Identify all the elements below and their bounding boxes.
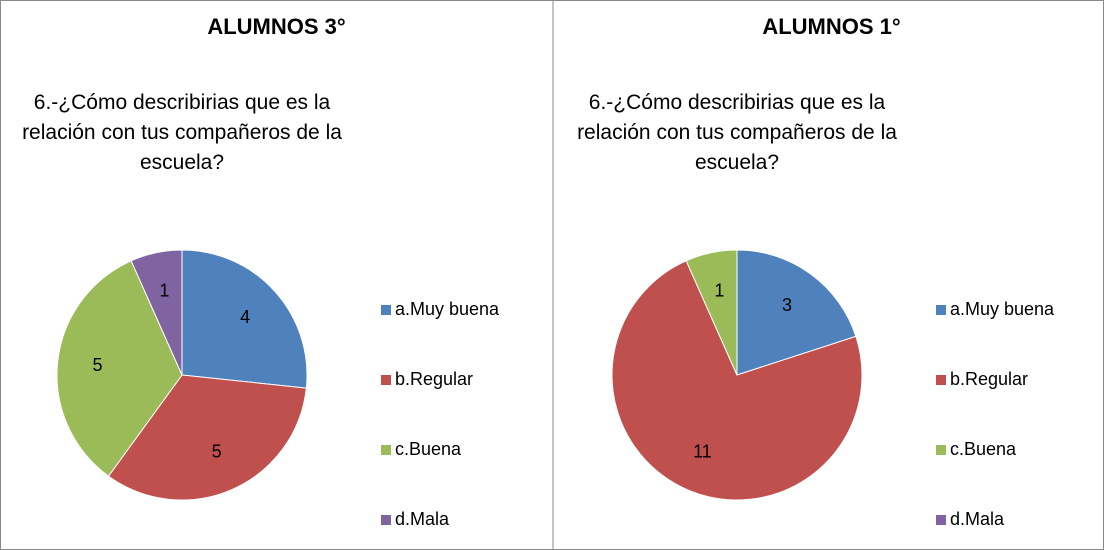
pie-slice [611, 260, 863, 501]
data-label: 5 [212, 441, 222, 461]
chart-subtitle: 6.-¿Cómo describirias que es la relación… [577, 91, 897, 174]
data-label: 1 [159, 281, 169, 301]
legend-swatch [936, 445, 946, 455]
legend-swatch [381, 515, 391, 525]
pie-slice [736, 249, 857, 376]
data-label: 11 [693, 441, 712, 461]
chart-title: ALUMNOS 3° [207, 14, 346, 39]
pie-slice [107, 374, 307, 501]
legend-swatch [936, 305, 946, 315]
legend-swatch [936, 375, 946, 385]
legend-swatch [381, 305, 391, 315]
chart-subtitle: 6.-¿Cómo describirias que es la relación… [22, 91, 342, 174]
chart-title: ALUMNOS 1° [762, 14, 901, 39]
data-label: 3 [782, 295, 792, 315]
legend-label: c.Buena [395, 439, 462, 459]
legend-label: b.Regular [950, 369, 1028, 389]
legend-label: c.Buena [950, 439, 1017, 459]
legend-label: a.Muy buena [395, 299, 500, 319]
legend-swatch [936, 515, 946, 525]
pie-slice [130, 249, 183, 376]
legend-label: b.Regular [395, 369, 473, 389]
data-label: 4 [240, 307, 250, 327]
data-label: 5 [92, 355, 102, 375]
pie-slice [56, 260, 183, 477]
legend-label: d.Mala [395, 509, 450, 529]
pie-slice [181, 249, 308, 389]
legend-swatch [381, 445, 391, 455]
data-label: 1 [714, 281, 724, 301]
legend-swatch [381, 375, 391, 385]
legend-label: d.Mala [950, 509, 1005, 529]
legend-label: a.Muy buena [950, 299, 1055, 319]
